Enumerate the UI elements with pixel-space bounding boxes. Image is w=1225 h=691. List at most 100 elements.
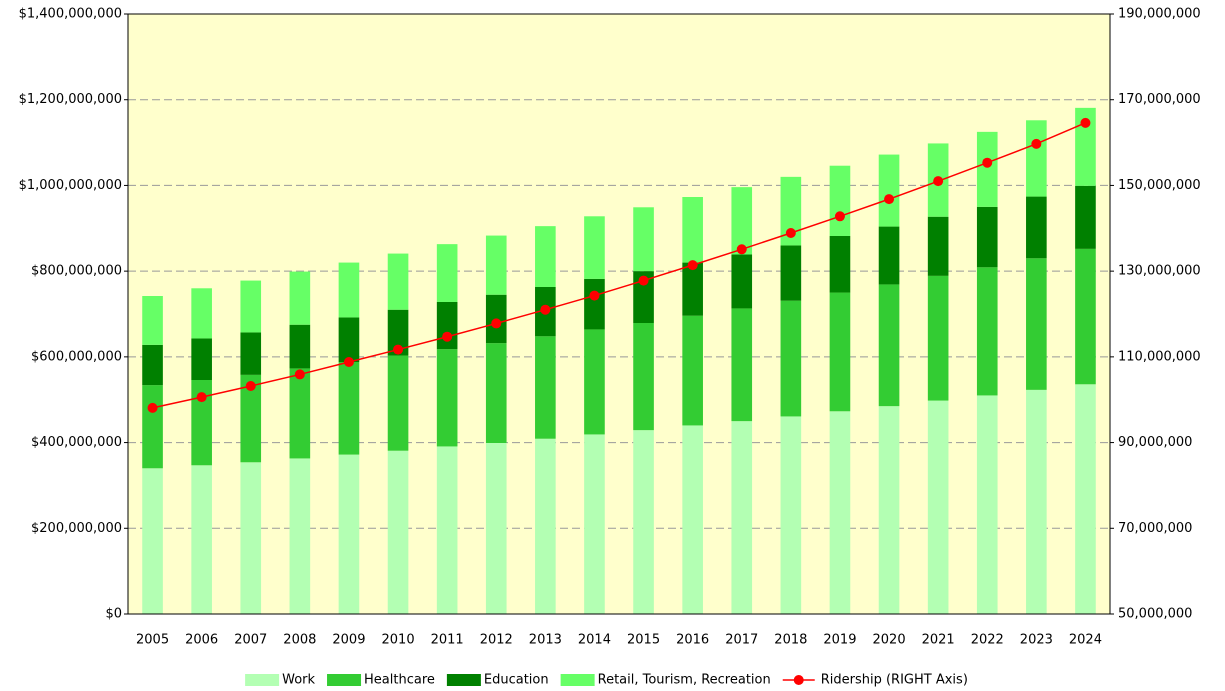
x-tick-label: 2011 [431, 633, 464, 648]
line-marker [393, 344, 404, 355]
y2-tick-label: 90,000,000 [1118, 435, 1192, 450]
legend-swatch [446, 674, 481, 686]
line-marker [834, 211, 845, 222]
y-tick-label: $1,000,000,000 [19, 178, 122, 193]
bar [780, 416, 802, 614]
bar [976, 395, 998, 614]
bar [289, 368, 311, 459]
y-tick-label: $1,400,000,000 [19, 7, 122, 22]
line-marker [196, 392, 207, 403]
y2-tick-label: 170,000,000 [1118, 92, 1201, 107]
x-tick-label: 2015 [627, 633, 660, 648]
bar [1075, 185, 1096, 249]
bar [436, 446, 458, 614]
y-tick-label: $800,000,000 [31, 264, 122, 279]
y2-tick-label: 70,000,000 [1118, 521, 1192, 536]
bar [240, 332, 262, 375]
bar [584, 434, 605, 614]
x-tick-label: 2018 [774, 633, 807, 648]
bar [1026, 120, 1047, 197]
x-tick-label: 2008 [283, 633, 316, 648]
bar [142, 468, 163, 614]
x-tick-label: 2009 [332, 633, 365, 648]
legend-label: Ridership (RIGHT Axis) [821, 673, 968, 688]
bar [927, 275, 949, 401]
bar [436, 349, 458, 447]
x-tick-label: 2010 [382, 633, 415, 648]
y-tick-label: $400,000,000 [31, 435, 122, 450]
legend-marker [793, 675, 804, 685]
line-marker [785, 228, 796, 238]
bar [142, 296, 163, 345]
y-tick-label: $200,000,000 [31, 521, 122, 536]
legend-label: Education [484, 673, 549, 688]
bar [387, 355, 409, 451]
line-marker [589, 290, 600, 301]
x-tick-label: 2020 [873, 633, 906, 648]
y-tick-label: $1,200,000,000 [19, 92, 122, 107]
bar [338, 454, 360, 614]
bar [387, 253, 409, 310]
line-marker [638, 275, 649, 286]
bar [878, 154, 900, 227]
bar [633, 207, 654, 272]
x-tick-label: 2013 [529, 633, 562, 648]
x-tick-label: 2016 [676, 633, 709, 648]
line-marker [491, 318, 502, 329]
bar [191, 338, 212, 380]
x-tick-label: 2021 [922, 633, 955, 648]
line-marker [982, 157, 993, 168]
bar [338, 362, 360, 455]
bar [485, 235, 507, 295]
bar [682, 262, 703, 316]
bar [1026, 258, 1047, 390]
x-tick-label: 2022 [971, 633, 1004, 648]
bar [191, 380, 212, 466]
bar [682, 425, 703, 614]
x-tick-label: 2017 [725, 633, 758, 648]
bar [780, 245, 802, 301]
bar [1026, 389, 1047, 614]
line-marker [884, 194, 895, 205]
x-tick-label: 2024 [1069, 633, 1102, 648]
y2-tick-label: 190,000,000 [1118, 7, 1201, 22]
x-tick-label: 2012 [480, 633, 513, 648]
bar [780, 300, 802, 417]
bar [976, 131, 998, 207]
bar [1075, 107, 1096, 186]
line-marker [1031, 138, 1042, 149]
x-tick-label: 2014 [578, 633, 611, 648]
bar [780, 176, 802, 246]
bar [191, 465, 212, 614]
line-marker [933, 176, 944, 187]
bar [436, 244, 458, 302]
legend-label: Healthcare [364, 673, 435, 688]
bar [240, 374, 262, 463]
bar [289, 324, 311, 369]
legend: Work Healthcare Education Retail, Tourism, … [245, 673, 968, 688]
bar [338, 317, 360, 362]
bar [240, 462, 262, 614]
bar [829, 411, 851, 614]
bar [927, 400, 949, 614]
bar [731, 254, 753, 309]
line-marker [343, 357, 354, 367]
line-marker [540, 304, 551, 315]
bar [682, 197, 703, 263]
line [152, 122, 1086, 409]
x-tick-label: 2007 [234, 633, 267, 648]
bar [535, 226, 556, 287]
y2-tick-label: 50,000,000 [1118, 607, 1192, 622]
bar [1075, 384, 1096, 614]
bar [976, 267, 998, 396]
bar [191, 288, 212, 339]
bar [436, 302, 458, 350]
x-tick-label: 2019 [823, 633, 856, 648]
bar [485, 443, 507, 614]
bar [387, 309, 409, 356]
bar [535, 438, 556, 614]
bar [240, 280, 262, 333]
y-tick-label: $0 [105, 607, 122, 622]
y2-tick-label: 110,000,000 [1118, 349, 1201, 364]
